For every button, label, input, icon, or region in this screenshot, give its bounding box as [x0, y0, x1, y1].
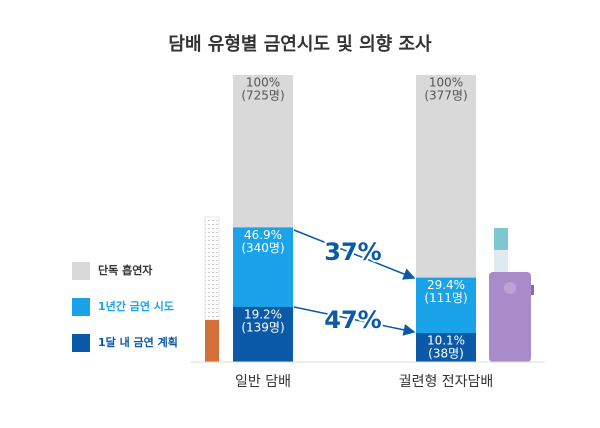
chart-title: 담배 유형별 금연시도 및 의향 조사 [168, 34, 432, 55]
value-label: 46.9% [244, 228, 282, 242]
legend-label: 단독 흡연자 [98, 263, 153, 277]
annotation: 37% [324, 238, 381, 266]
x-tick-label: 궐련형 전자담배 [399, 374, 494, 390]
count-label: (38명) [428, 347, 464, 361]
arrow [293, 306, 416, 336]
value-label: 100% [429, 76, 463, 90]
count-label: (725명) [241, 89, 284, 103]
count-label: (377명) [424, 89, 467, 103]
count-label: (111명) [424, 291, 467, 305]
count-label: (139명) [241, 320, 284, 334]
value-label: 29.4% [427, 278, 465, 292]
value-label: 10.1% [427, 334, 465, 348]
bar [233, 306, 293, 362]
value-label: 19.2% [244, 307, 282, 321]
x-tick-label: 일반 담배 [235, 374, 291, 390]
cigarette-icon [204, 216, 220, 362]
annotation: 47% [324, 306, 381, 334]
arrow [293, 229, 416, 280]
bar [416, 333, 476, 362]
legend-swatch [72, 298, 90, 316]
legend-label: 1년간 금연 시도 [98, 299, 174, 313]
value-label: 100% [246, 76, 280, 90]
legend-swatch [72, 334, 90, 352]
count-label: (340명) [241, 241, 284, 255]
device-icon [489, 228, 534, 362]
legend-label: 1달 내 금연 계획 [98, 335, 178, 349]
legend-swatch [72, 262, 90, 280]
